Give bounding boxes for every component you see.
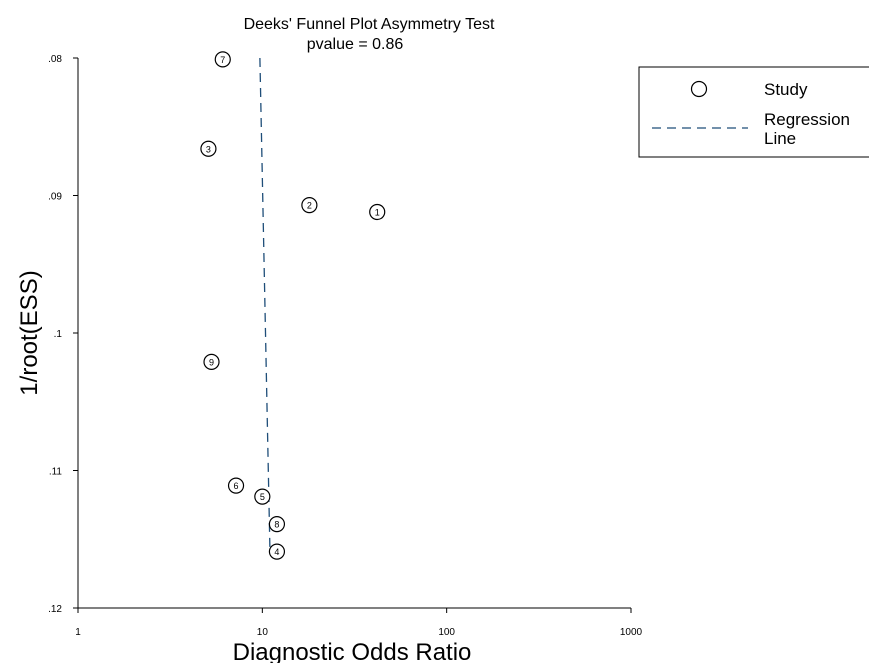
- regression-line: [259, 57, 271, 552]
- x-tick-label: 1: [75, 627, 81, 638]
- study-label: 3: [206, 144, 211, 154]
- study-label: 1: [375, 208, 380, 218]
- x-tick-label: 100: [438, 627, 455, 638]
- study-label: 7: [220, 55, 225, 65]
- study-point-8: 8: [268, 516, 286, 533]
- legend: Study Regression Line: [638, 66, 869, 158]
- study-point-6: 6: [227, 477, 245, 494]
- y-ticks: .08 .09 .1 .11 .12: [48, 54, 78, 615]
- study-point-9: 9: [203, 353, 220, 370]
- chart-subtitle: pvalue = 0.86: [307, 36, 404, 53]
- study-point-1: 1: [369, 203, 386, 221]
- legend-box: [638, 66, 869, 158]
- y-tick-label: .09: [48, 192, 62, 203]
- x-ticks: 1 10 100 1000: [75, 608, 643, 638]
- study-marker: [268, 543, 286, 560]
- regression-line-group: [259, 57, 271, 552]
- study-marker: [200, 140, 217, 157]
- study-label: 4: [274, 547, 279, 557]
- y-tick-label: .11: [49, 467, 63, 478]
- study-label: 6: [234, 481, 239, 491]
- x-tick-label: 1000: [620, 627, 643, 638]
- x-tick-label: 10: [257, 627, 269, 638]
- study-marker: [254, 488, 271, 505]
- study-point-4: 4: [268, 543, 286, 560]
- y-axis-label: 1/root(ESS): [16, 270, 43, 395]
- x-axis-label: Diagnostic Odds Ratio: [233, 639, 472, 663]
- study-marker: [227, 477, 245, 494]
- study-label: 8: [274, 520, 279, 530]
- study-point-5: 5: [254, 488, 271, 505]
- study-label: 2: [307, 201, 312, 211]
- study-marker: [203, 353, 220, 370]
- study-marker: [214, 51, 231, 68]
- y-tick-label: .08: [48, 54, 62, 65]
- legend-study-label: Study: [764, 80, 808, 99]
- chart-title: Deeks' Funnel Plot Asymmetry Test: [244, 16, 495, 33]
- y-tick-label: .1: [54, 329, 63, 340]
- study-points: 1 2 3 4 5 6 7 8 9: [200, 51, 386, 560]
- study-marker: [301, 197, 318, 214]
- study-label: 9: [209, 357, 214, 367]
- study-label: 5: [260, 492, 265, 502]
- study-point-3: 3: [200, 140, 217, 157]
- study-marker: [268, 516, 286, 533]
- axes: [77, 58, 631, 609]
- study-point-2: 2: [301, 197, 318, 214]
- legend-regression-label-line1: Regression: [764, 110, 850, 129]
- legend-regression-label-line2: Line: [764, 129, 796, 148]
- study-marker: [369, 203, 386, 221]
- legend-study-marker: [690, 80, 708, 98]
- y-tick-label: .12: [48, 604, 62, 615]
- study-point-7: 7: [214, 51, 231, 68]
